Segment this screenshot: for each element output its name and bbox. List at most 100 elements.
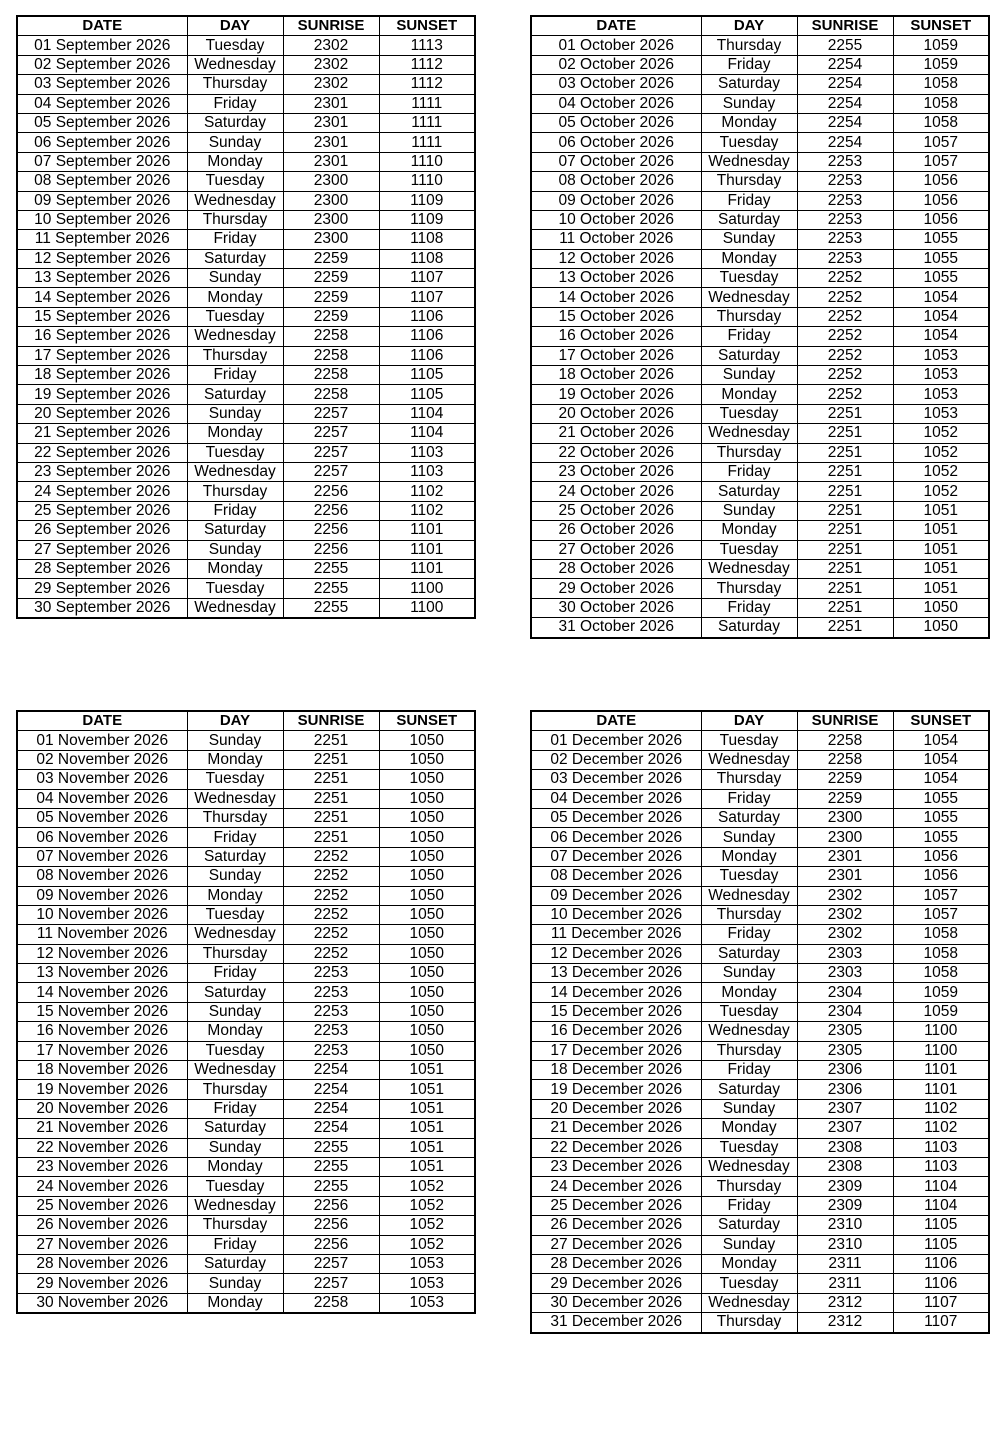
cell-date: 08 September 2026 xyxy=(16,171,188,192)
cell-sunrise: 2305 xyxy=(796,1040,894,1062)
cell-sunset: 1100 xyxy=(892,1040,990,1062)
cell-day: Tuesday xyxy=(700,1137,798,1158)
cell-sunrise: 2259 xyxy=(282,248,380,270)
cell-day: Tuesday xyxy=(186,1176,284,1197)
cell-day: Monday xyxy=(186,151,284,173)
cell-sunset: 1051 xyxy=(892,578,990,599)
cell-date: 02 September 2026 xyxy=(16,54,188,76)
header-date: DATE xyxy=(530,710,702,732)
cell-sunset: 1050 xyxy=(378,943,476,965)
cell-date: 29 December 2026 xyxy=(530,1273,702,1294)
table-row: 20 October 2026 Tuesday 2251 1053 xyxy=(530,403,990,425)
cell-date: 16 September 2026 xyxy=(16,326,188,347)
cell-day: Saturday xyxy=(700,209,798,231)
cell-sunset: 1052 xyxy=(378,1195,476,1217)
cell-day: Tuesday xyxy=(700,866,798,887)
cell-day: Wednesday xyxy=(700,287,798,308)
cell-date: 03 September 2026 xyxy=(16,74,188,95)
cell-sunset: 1051 xyxy=(892,500,990,522)
cell-day: Tuesday xyxy=(700,730,798,751)
cell-sunrise: 2251 xyxy=(796,403,894,425)
cell-sunset: 1100 xyxy=(892,1021,990,1042)
cell-sunrise: 2301 xyxy=(282,151,380,173)
cell-sunset: 1053 xyxy=(892,345,990,367)
cell-date: 15 September 2026 xyxy=(16,306,188,328)
cell-day: Saturday xyxy=(700,617,798,638)
cell-date: 23 November 2026 xyxy=(16,1156,188,1178)
cell-day: Sunday xyxy=(700,229,798,250)
cell-date: 09 September 2026 xyxy=(16,190,188,211)
table-row: 17 November 2026 Tuesday 2253 1050 xyxy=(16,1040,476,1062)
cell-sunrise: 2253 xyxy=(796,171,894,192)
cell-day: Friday xyxy=(700,461,798,483)
cell-date: 24 November 2026 xyxy=(16,1176,188,1197)
cell-sunrise: 2255 xyxy=(282,1176,380,1197)
cell-date: 10 October 2026 xyxy=(530,209,702,231)
cell-day: Tuesday xyxy=(700,268,798,289)
table-row: 20 December 2026 Sunday 2307 1102 xyxy=(530,1098,990,1120)
cell-day: Saturday xyxy=(700,943,798,965)
cell-sunset: 1055 xyxy=(892,788,990,809)
table-row: 07 October 2026 Wednesday 2253 1057 xyxy=(530,151,990,173)
table-row: 21 September 2026 Monday 2257 1104 xyxy=(16,423,476,444)
cell-day: Friday xyxy=(700,1195,798,1217)
table-row: 19 October 2026 Monday 2252 1053 xyxy=(530,384,990,405)
header-sunrise: SUNRISE xyxy=(796,710,894,732)
cell-sunrise: 2255 xyxy=(282,578,380,599)
cell-sunset: 1050 xyxy=(378,827,476,848)
cell-day: Saturday xyxy=(700,1079,798,1100)
cell-date: 17 September 2026 xyxy=(16,345,188,367)
cell-sunset: 1103 xyxy=(378,442,476,463)
cell-sunrise: 2251 xyxy=(796,423,894,444)
cell-sunrise: 2258 xyxy=(282,384,380,405)
cell-sunrise: 2251 xyxy=(796,617,894,638)
header-sunset: SUNSET xyxy=(892,710,990,732)
cell-day: Thursday xyxy=(700,1040,798,1062)
cell-sunrise: 2251 xyxy=(796,597,894,619)
october-table: DATE DAY SUNRISE SUNSET 01 October 2026 Thurs… xyxy=(530,15,990,639)
cell-sunrise: 2310 xyxy=(796,1234,894,1255)
cell-sunset: 1053 xyxy=(892,403,990,425)
table-row: 23 December 2026 Wednesday 2308 1103 xyxy=(530,1156,990,1178)
cell-day: Sunday xyxy=(700,1098,798,1120)
cell-date: 18 November 2026 xyxy=(16,1060,188,1081)
cell-sunset: 1059 xyxy=(892,54,990,76)
cell-sunrise: 2304 xyxy=(796,1001,894,1023)
table-row: 04 November 2026 Wednesday 2251 1050 xyxy=(16,788,476,809)
cell-date: 20 October 2026 xyxy=(530,403,702,425)
cell-sunrise: 2302 xyxy=(796,885,894,906)
cell-sunset: 1050 xyxy=(378,924,476,945)
cell-day: Monday xyxy=(186,749,284,771)
cell-date: 06 November 2026 xyxy=(16,827,188,848)
cell-sunrise: 2251 xyxy=(282,749,380,771)
cell-day: Thursday xyxy=(186,74,284,95)
cell-day: Saturday xyxy=(186,112,284,134)
cell-day: Tuesday xyxy=(700,539,798,560)
cell-date: 19 December 2026 xyxy=(530,1079,702,1100)
table-row: 18 November 2026 Wednesday 2254 1051 xyxy=(16,1060,476,1081)
table-row: 03 October 2026 Saturday 2254 1058 xyxy=(530,74,990,95)
cell-sunrise: 2300 xyxy=(282,209,380,231)
cell-sunset: 1107 xyxy=(892,1312,990,1333)
cell-date: 18 December 2026 xyxy=(530,1060,702,1081)
cell-sunset: 1053 xyxy=(892,384,990,405)
cell-date: 17 December 2026 xyxy=(530,1040,702,1062)
cell-sunrise: 2300 xyxy=(796,807,894,829)
cell-sunrise: 2256 xyxy=(282,1195,380,1217)
cell-day: Wednesday xyxy=(700,1292,798,1314)
cell-date: 26 December 2026 xyxy=(530,1215,702,1236)
cell-date: 30 November 2026 xyxy=(16,1292,188,1314)
cell-day: Monday xyxy=(700,520,798,541)
cell-date: 29 September 2026 xyxy=(16,578,188,599)
cell-day: Friday xyxy=(186,93,284,114)
table-row: 05 November 2026 Thursday 2251 1050 xyxy=(16,807,476,829)
cell-sunrise: 2255 xyxy=(282,1137,380,1158)
cell-date: 24 September 2026 xyxy=(16,481,188,502)
cell-day: Tuesday xyxy=(186,1040,284,1062)
cell-day: Sunday xyxy=(186,730,284,751)
cell-sunrise: 2252 xyxy=(796,306,894,328)
table-row: 26 December 2026 Saturday 2310 1105 xyxy=(530,1215,990,1236)
table-row: 25 September 2026 Friday 2256 1102 xyxy=(16,500,476,522)
cell-date: 02 October 2026 xyxy=(530,54,702,76)
table-row: 08 October 2026 Thursday 2253 1056 xyxy=(530,171,990,192)
